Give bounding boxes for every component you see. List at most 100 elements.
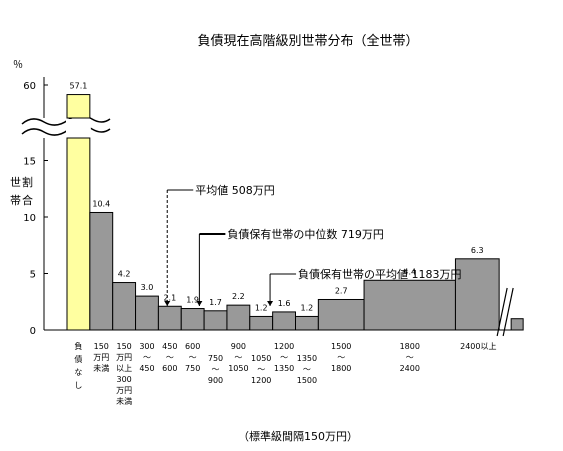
category-label: 未満 [93,363,109,373]
bar [203,310,228,331]
category-label: 900 [231,342,246,351]
bar [157,305,182,331]
category-label: 万円 [116,353,132,362]
category-label: 1200 [251,376,271,385]
annotation-label: 平均値 508万円 [195,184,275,197]
category-label: 負 [74,341,82,351]
category-label: ～ [166,353,174,362]
annotation-arrow [196,301,203,306]
bar [180,308,205,331]
bar [317,298,365,331]
bar [66,137,91,331]
value-label: 1.2 [301,303,314,312]
category-label: 750 [185,364,200,373]
category-label: 以上 [116,364,132,373]
y-tick-label: 10 [23,213,36,224]
bar [226,304,251,331]
category-label: 2400 [400,364,420,373]
category-label: 150 [94,342,109,351]
category-label: 300 [139,342,154,351]
category-label: な [74,368,82,377]
value-label: 1.7 [209,298,222,307]
bar [363,279,456,331]
value-label: 3.0 [141,283,154,292]
category-label: 1500 [331,342,351,351]
value-label: 1.6 [278,299,291,308]
x-axis-note: （標準級間隔150万円） [238,429,358,443]
category-label: 万円 [93,353,109,362]
category-label: ～ [257,365,265,374]
category-label: 900 [208,376,223,385]
category-label: 2400以上 [460,342,496,351]
category-label: 1050 [251,354,271,363]
annotation-label: 負債保有世帯の中位数 719万円 [227,227,384,241]
value-label: 4.4 [403,267,416,276]
bar [249,315,274,331]
category-label: 1350 [297,354,317,363]
x-break-mark [502,287,514,337]
annotation-label: 負債保有世帯の平均値 1183万円 [298,267,462,281]
category-label: 1800 [400,342,420,351]
y-axis-label-char: 合 [22,193,33,207]
annotation-arrow [164,301,171,306]
category-label: 万円 [116,386,132,395]
value-label: 1.2 [255,303,268,312]
category-label: ～ [337,353,345,362]
category-label: ～ [303,365,311,374]
chart-title: 負債現在高階級別世帯分布（全世帯） [197,33,418,49]
category-label: 150 [116,342,131,351]
value-label: 4.2 [118,270,131,279]
y-tick-label: 60 [23,81,36,92]
category-label: 450 [162,342,177,351]
annotation-arrow [267,301,274,306]
y-tick-label: 5 [30,270,36,281]
value-label: 2.7 [335,286,348,295]
bar [295,315,319,331]
bar [89,211,114,331]
value-label: 6.3 [471,246,484,255]
y-axis-label-char: 帯 [10,194,21,207]
category-label: 300 [116,375,131,384]
category-label: 600 [162,364,177,373]
category-label: ～ [189,353,197,362]
value-label: 2.1 [163,293,176,302]
bar [112,282,137,331]
category-label: 債 [74,354,82,364]
value-label: 1.9 [186,296,199,305]
value-label: 57.1 [70,82,88,91]
category-label: 1350 [274,364,294,373]
value-labels: 57.1 10.4 4.2 3.0 2.1 1.9 1.7 2.2 1.2 1.6 1.2 2.7 4.… [70,82,484,313]
bar-break-gap [66,119,91,137]
bar-stub [510,318,524,331]
category-label: 450 [139,364,154,373]
y-axis-label-char: 世 [10,176,21,189]
x-break-mark [496,287,508,337]
category-labels: 負債なし150万円未満150万円以上300万円未満300～450450～6006… [74,341,496,406]
category-label: 1050 [228,364,248,373]
y-axis-label-char: 割 [22,175,33,189]
category-label: 1800 [331,364,351,373]
category-label: 750 [208,354,223,363]
category-label: 未満 [116,396,132,406]
y-unit-label: ％ [13,60,23,71]
bars [44,94,524,337]
category-label: し [74,381,82,390]
category-label: 1500 [297,376,317,385]
y-tick-label: 0 [30,326,36,337]
y-tick-label: 15 [23,157,36,168]
category-label: ～ [212,365,220,374]
value-label: 2.2 [232,292,245,301]
category-label: ～ [280,353,288,362]
bar-upper [66,94,91,119]
value-label: 10.4 [92,199,110,208]
bar [135,295,159,331]
category-label: 600 [185,342,200,351]
category-label: ～ [143,353,151,362]
category-label: ～ [406,353,414,362]
bar [272,311,296,331]
bar [454,258,500,331]
category-label: 1200 [274,342,294,351]
